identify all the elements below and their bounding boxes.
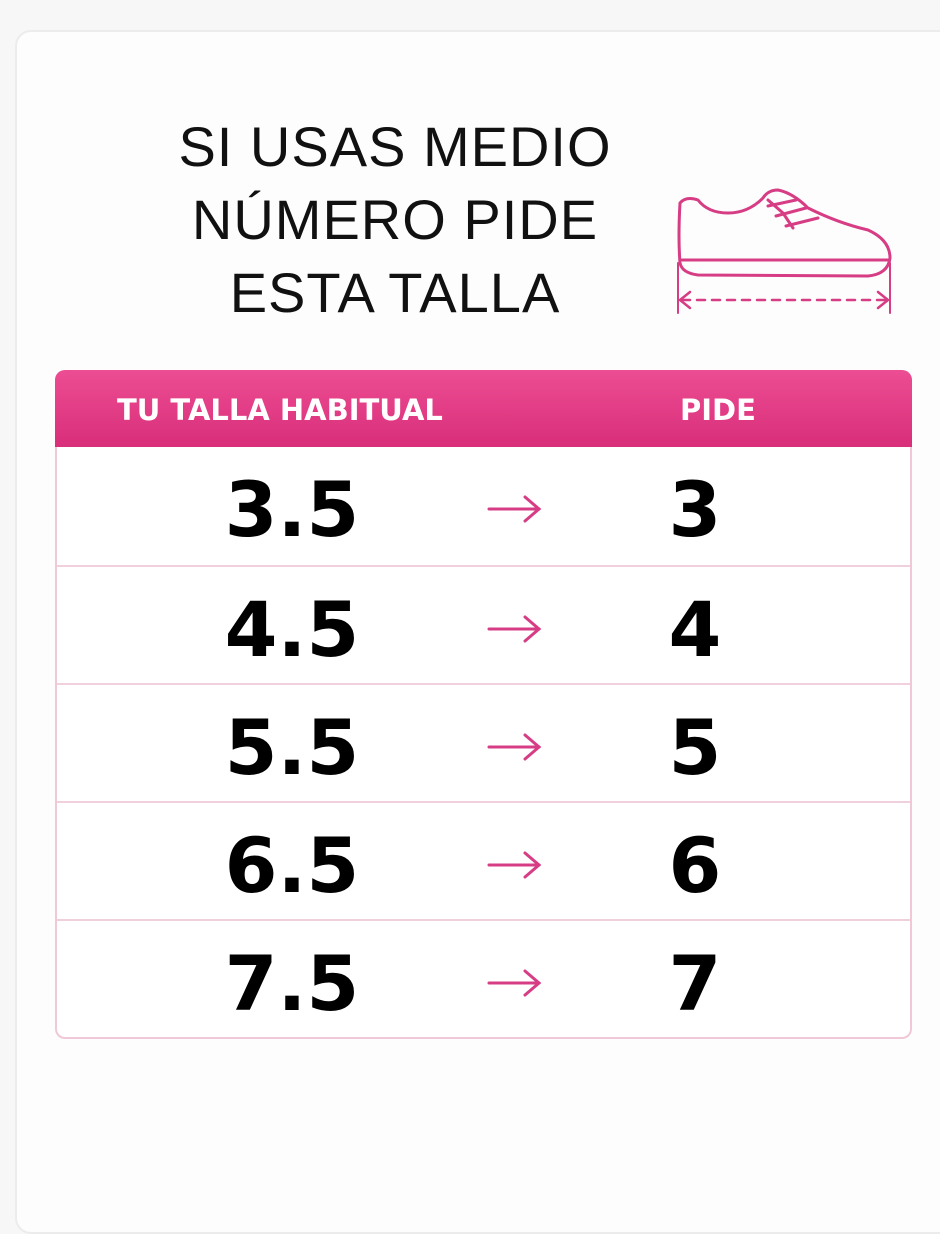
table-row: 3.5 3 — [57, 447, 910, 564]
arrow-icon — [487, 733, 542, 761]
title-line: SI USAS MEDIO — [178, 115, 612, 178]
order-size: 3 — [668, 465, 722, 554]
size-table: TU TALLA HABITUAL PIDE 3.5 3 4.5 4 5.5 5 6.5 6 7… — [55, 370, 912, 1039]
order-size: 5 — [668, 703, 722, 792]
shoe-icon — [677, 188, 892, 314]
usual-size: 3.5 — [224, 465, 360, 554]
usual-size: 6.5 — [224, 821, 360, 910]
table-header: TU TALLA HABITUAL PIDE — [55, 370, 912, 447]
table-row: 5.5 5 — [57, 683, 910, 802]
order-size: 4 — [668, 585, 722, 674]
title-line: ESTA TALLA — [229, 261, 561, 324]
usual-size: 7.5 — [224, 939, 360, 1028]
usual-size: 5.5 — [224, 703, 360, 792]
table-row: 4.5 4 — [57, 565, 910, 684]
order-size: 7 — [668, 939, 722, 1028]
arrow-icon — [487, 615, 542, 643]
table-row: 6.5 6 — [57, 801, 910, 920]
order-size: 6 — [668, 821, 722, 910]
usual-size: 4.5 — [224, 585, 360, 674]
arrow-icon — [487, 969, 542, 997]
header-cell: PIDE — [680, 393, 756, 427]
arrow-icon — [487, 495, 542, 523]
title: SI USAS MEDIO NÚMERO PIDE ESTA TALLA — [130, 110, 660, 329]
arrow-icon — [487, 851, 542, 879]
table-row: 7.5 7 — [57, 919, 910, 1038]
title-line: NÚMERO PIDE — [191, 188, 599, 251]
header-cell: TU TALLA HABITUAL — [117, 393, 443, 427]
